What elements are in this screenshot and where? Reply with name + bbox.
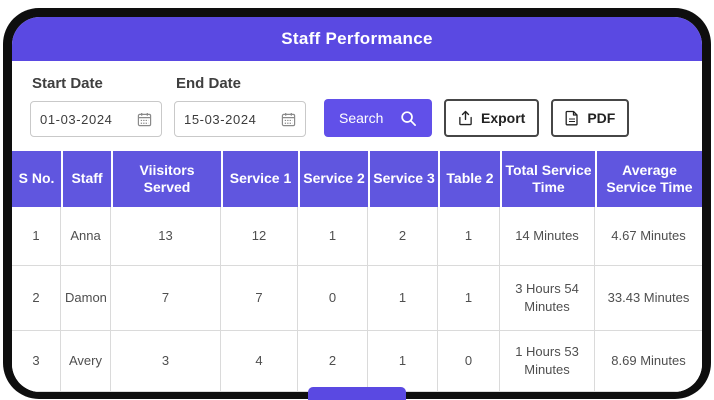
column-header: Viisitors Served [111,151,221,207]
table-cell: Anna [61,207,111,266]
table-row: 2 Damon 7 7 0 1 1 3 Hours 54 Minutes 33.43 Minut… [12,266,702,331]
table-cell: 14 Minutes [500,207,595,266]
table-cell: 13 [111,207,221,266]
end-date-value: 15-03-2024 [184,111,257,127]
column-header: Staff [61,151,111,207]
start-date-label: Start Date [32,75,103,92]
export-icon [458,110,473,126]
column-header: Total Service Time [500,151,595,207]
bottom-accent-bar [308,387,406,400]
table-cell: 2 [12,266,61,331]
table-cell: 1 [368,331,438,392]
table-cell: Damon [61,266,111,331]
page-title: Staff Performance [281,29,433,48]
column-header: Table 2 [438,151,500,207]
column-header: Service 2 [298,151,368,207]
table-cell: 3 Hours 54 Minutes [500,266,595,331]
table-header-row: S No. Staff Viisitors Served Service 1 Servi… [12,151,702,207]
table-cell: 1 [438,266,500,331]
table-cell: 0 [298,266,368,331]
column-header: Service 1 [221,151,298,207]
column-header: Service 3 [368,151,438,207]
pdf-button[interactable]: PDF [551,99,630,137]
search-icon [400,110,417,127]
table-cell: Avery [61,331,111,392]
end-date-label: End Date [176,75,242,92]
start-date-value: 01-03-2024 [40,111,113,127]
table-cell: 3 [111,331,221,392]
start-date-field: Start Date 01-03-2024 [30,71,162,137]
staff-performance-table: S No. Staff Viisitors Served Service 1 Servi… [12,151,702,392]
end-date-input[interactable]: 15-03-2024 [174,101,306,137]
table-cell: 7 [111,266,221,331]
start-date-input[interactable]: 01-03-2024 [30,101,162,137]
export-button-label: Export [481,110,526,126]
pdf-icon [565,110,579,126]
column-header: S No. [12,151,61,207]
export-button[interactable]: Export [444,99,540,137]
table-cell: 12 [221,207,298,266]
search-button[interactable]: Search [324,99,432,137]
table-cell: 0 [438,331,500,392]
table-cell: 2 [368,207,438,266]
filter-bar: Start Date 01-03-2024 End Date [12,61,702,151]
pdf-button-label: PDF [587,110,616,126]
table-cell: 1 [438,207,500,266]
staff-performance-card: Staff Performance Start Date 01-03-2024 [12,17,702,392]
table-cell: 3 [12,331,61,392]
table-cell: 8.69 Minutes [595,331,702,392]
end-date-field: End Date 15-03-2024 [174,71,306,137]
table-cell: 4.67 Minutes [595,207,702,266]
table-cell: 1 [298,207,368,266]
search-button-label: Search [339,110,384,126]
table-cell: 7 [221,266,298,331]
card-header: Staff Performance [12,17,702,61]
table-cell: 2 [298,331,368,392]
table-cell: 1 [368,266,438,331]
table-cell: 1 [12,207,61,266]
table-cell: 33.43 Minutes [595,266,702,331]
calendar-icon[interactable] [137,112,152,127]
table-row: 1 Anna 13 12 1 2 1 14 Minutes 4.67 Minutes [12,207,702,266]
calendar-icon[interactable] [281,112,296,127]
column-header: Average Service Time [595,151,702,207]
table-cell: 4 [221,331,298,392]
table-row: 3 Avery 3 4 2 1 0 1 Hours 53 Minutes 8.69 Minute… [12,331,702,392]
table-cell: 1 Hours 53 Minutes [500,331,595,392]
